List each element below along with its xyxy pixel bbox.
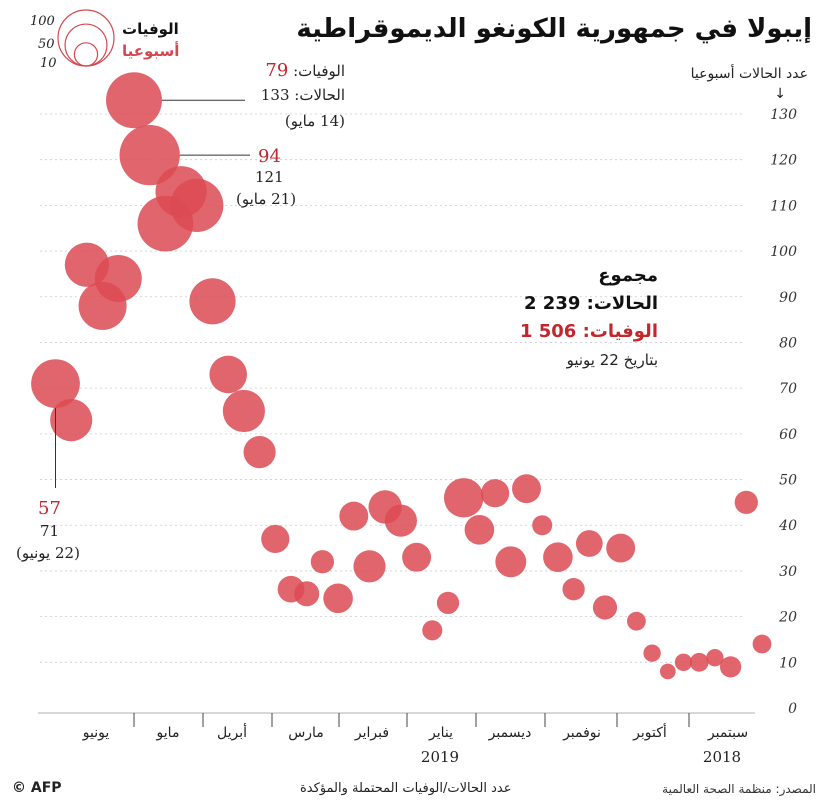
x-tick-label-6: مارس bbox=[288, 725, 324, 741]
annotation-3-date: (22 يونيو) bbox=[16, 544, 80, 562]
bubble-point-38 bbox=[137, 195, 194, 252]
legend-size-10: 10 bbox=[40, 56, 57, 71]
bubble-point-34 bbox=[209, 355, 247, 394]
bubble-point-10 bbox=[592, 595, 618, 620]
x-tick-label-0: سبتمبر bbox=[707, 725, 748, 741]
annotation-peak-deaths-value: 79 bbox=[265, 60, 289, 81]
y-tick-label-11: 110 bbox=[770, 198, 797, 214]
bubble-point-44 bbox=[50, 399, 93, 442]
legend-size-100: 100 bbox=[30, 14, 55, 29]
y-tick-label-9: 90 bbox=[779, 290, 797, 306]
x-tick-label-8: مايو bbox=[156, 725, 180, 741]
totals-cases: الحالات: 239 2 bbox=[523, 293, 658, 314]
source-note: المصدر: منظمة الصحة العالمية bbox=[662, 782, 816, 796]
bubble-point-17 bbox=[480, 479, 510, 508]
bubble-point-27 bbox=[323, 583, 353, 614]
y-axis-arrow: ↓ bbox=[774, 86, 786, 102]
y-tick-label-6: 60 bbox=[779, 427, 797, 443]
annotation-2-deaths: 94 bbox=[258, 146, 281, 167]
bubble-point-45 bbox=[31, 359, 80, 408]
bubble-point-33 bbox=[222, 389, 265, 433]
x-tick-label-3: ديسمبر bbox=[488, 725, 532, 741]
bubble-point-18 bbox=[464, 515, 495, 545]
bubble-point-30 bbox=[277, 575, 305, 603]
bubble-point-24 bbox=[368, 490, 402, 524]
chart-title: إيبولا في جمهورية الكونغو الديموقراطية bbox=[296, 14, 812, 44]
x-tick-label-2: نوفمبر bbox=[562, 725, 601, 741]
annotation-peak-deaths: الوفيات: 79 bbox=[265, 60, 345, 81]
legend-circle-50 bbox=[64, 23, 108, 67]
bubble-point-39 bbox=[119, 124, 180, 186]
annotation-peak-deaths-prefix: الوفيات: bbox=[288, 62, 345, 80]
bubble-point-9 bbox=[606, 533, 636, 563]
bubble-point-12 bbox=[562, 578, 585, 601]
y-tick-label-3: 30 bbox=[779, 564, 797, 580]
annotation-2-cases: 121 bbox=[255, 168, 284, 186]
y-tick-label-8: 80 bbox=[779, 335, 797, 351]
bubble-point-2 bbox=[719, 656, 742, 678]
x-year-label-0: 2018 bbox=[703, 748, 741, 766]
bubble-point-42 bbox=[78, 281, 127, 330]
bubble-point-3 bbox=[706, 649, 724, 667]
annotation-3-deaths: 57 bbox=[38, 498, 61, 519]
bubble-point-28 bbox=[310, 550, 335, 574]
bubble-point-7 bbox=[643, 644, 661, 662]
bubble-point-32 bbox=[243, 436, 276, 469]
y-tick-label-13: 130 bbox=[770, 107, 797, 123]
y-axis-label: عدد الحالات أسبوعيا bbox=[690, 66, 808, 82]
y-tick-label-2: 20 bbox=[778, 610, 797, 626]
bubble-point-21 bbox=[422, 620, 443, 641]
legend-size-50: 50 bbox=[38, 37, 55, 52]
x-tick-label-5: فبراير bbox=[354, 725, 389, 741]
bubble-point-0 bbox=[752, 634, 772, 654]
x-tick-label-4: يناير bbox=[428, 725, 453, 741]
bubble-point-35 bbox=[189, 278, 236, 325]
bubble-point-5 bbox=[674, 653, 693, 671]
footer-caption: عدد الحالات/الوفيات المحتملة والمؤكدة bbox=[300, 781, 512, 796]
annotation-2-date: (21 مايو) bbox=[236, 190, 297, 208]
bubble-point-8 bbox=[627, 611, 646, 631]
legend-circle-10 bbox=[73, 42, 99, 67]
x-tick-label-1: أكتوبر bbox=[632, 723, 667, 741]
legend-deaths-label: الوفيات bbox=[122, 20, 179, 38]
totals-date: بتاريخ 22 يونيو bbox=[566, 351, 658, 369]
bubble-point-22 bbox=[402, 542, 432, 572]
x-tick-label-7: أبريل bbox=[217, 723, 247, 741]
y-tick-label-10: 100 bbox=[770, 244, 797, 260]
bubble-point-19 bbox=[443, 478, 484, 518]
x-year-label-1: 2019 bbox=[421, 748, 459, 766]
bubble-point-4 bbox=[689, 652, 709, 672]
annotation-3-cases: 71 bbox=[40, 522, 60, 540]
bubble-point-25 bbox=[353, 550, 386, 583]
y-tick-label-4: 40 bbox=[778, 518, 797, 534]
y-tick-label-12: 120 bbox=[770, 153, 797, 169]
bubble-point-26 bbox=[339, 501, 369, 531]
bubble-point-43 bbox=[64, 242, 110, 287]
y-tick-label-5: 50 bbox=[779, 473, 797, 489]
afp-logo: © AFP bbox=[12, 780, 62, 796]
bubble-point-1 bbox=[734, 490, 758, 515]
bubble-point-40 bbox=[106, 72, 162, 129]
legend-weekly-label: أسبوعيا bbox=[122, 42, 180, 60]
bubble-point-16 bbox=[495, 546, 527, 578]
y-tick-label-1: 10 bbox=[779, 655, 797, 671]
annotation-peak-date: (14 مايو) bbox=[284, 112, 345, 130]
totals-box: مجموع الحالات: 239 2 الوفيات: 506 1 بتار… bbox=[520, 262, 658, 374]
annotation-peak-cases: الحالات: 133 bbox=[260, 86, 345, 104]
x-tick-label-9: يونيو bbox=[82, 725, 110, 741]
totals-heading: مجموع bbox=[598, 265, 658, 286]
bubble-point-15 bbox=[512, 474, 541, 504]
y-tick-label-7: 70 bbox=[779, 381, 797, 397]
bubble-point-6 bbox=[659, 663, 676, 680]
totals-deaths: الوفيات: 506 1 bbox=[519, 321, 658, 342]
y-tick-label-0: 0 bbox=[788, 701, 797, 717]
bubble-point-31 bbox=[261, 524, 290, 554]
bubble-point-13 bbox=[543, 542, 573, 573]
bubble-point-11 bbox=[575, 530, 603, 557]
bubble-point-14 bbox=[532, 515, 553, 536]
bubble-point-20 bbox=[436, 591, 460, 615]
